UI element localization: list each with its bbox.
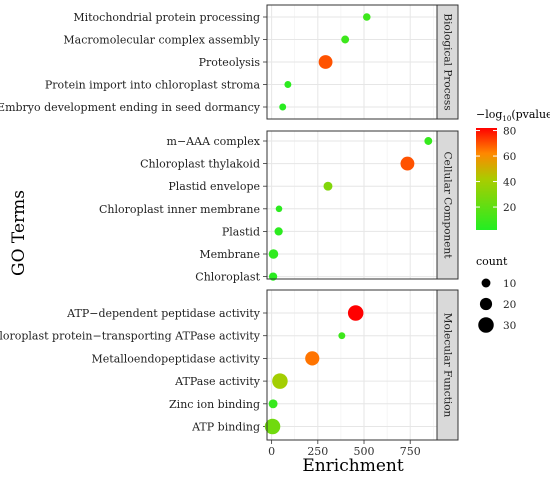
y-tick-label: Macromolecular complex assembly [63,34,260,47]
x-axis-title: Enrichment [302,456,404,476]
y-tick-label: Metalloendopeptidase activity [92,352,261,365]
y-axis-title: GO Terms [9,190,29,276]
color-legend: −log10(pvalue) 20 40 60 80 [476,108,550,230]
y-tick-label: Proteolysis [199,56,261,69]
y-tick-label: m−AAA complex [167,135,261,148]
color-legend-label: 80 [503,126,516,138]
color-legend-label: 40 [503,177,516,189]
color-legend-title-prefix: −log [476,108,502,121]
color-legend-label: 60 [503,151,516,163]
y-tick-label: Chloroplast inner membrane [99,203,260,216]
y-tick-label: ATPase activity [174,375,261,388]
size-legend-dot [481,278,491,288]
x-tick-label: 250 [307,445,328,458]
facet-strip-label: Biological Process [442,13,454,110]
size-legend: count 10 20 30 [476,255,516,333]
facet-panels: Mitochondrial protein processing Macromol… [0,4,459,441]
x-tick-label: 500 [354,445,375,458]
facet-strip-label: Cellular Component [442,151,454,259]
data-point [318,55,333,69]
size-legend-label: 20 [503,299,516,311]
y-tick-label: ATP binding [191,421,260,434]
y-tick-label: Zinc ion binding [169,398,260,411]
y-tick-label: Protein import into chloroplast stroma [45,79,261,92]
facet-panel: ATP−dependent peptidase activity Chloropl… [0,289,459,441]
y-tick-label: Chloroplast thylakoid [140,158,260,171]
data-point [268,399,278,409]
data-point [284,81,292,88]
facet-panel: m−AAA complex Chloroplast thylakoid Plasti… [99,130,459,284]
data-point [264,418,281,435]
facet-strip [436,130,459,280]
facet-strip [436,289,459,441]
x-axis: 0 250 500 750 [268,440,421,458]
data-point [268,249,279,259]
size-legend-dot [479,297,493,311]
data-point [362,13,371,21]
y-tick-label: Plastid [222,225,260,238]
data-point [323,181,333,191]
color-legend-bar [476,128,497,230]
color-legend-label: 20 [503,202,516,214]
y-tick-label: Chloroplast [195,271,260,284]
data-point [272,373,288,389]
panel-background [267,131,437,279]
data-point [305,351,320,366]
y-tick-label: Chloroplast protein−transporting ATPase … [0,330,261,343]
y-tick-label: Mitochondrial protein processing [73,11,260,24]
data-point [274,227,283,236]
size-legend-label: 30 [503,320,516,332]
y-tick-label: Membrane [199,248,260,261]
data-point [275,205,283,213]
data-point [279,103,287,111]
size-legend-items: 10 20 30 [478,278,516,333]
data-point [347,305,364,321]
data-point [424,137,433,145]
y-tick-label: Plastid envelope [168,180,260,193]
data-point [341,35,350,44]
color-legend-title-suffix: (pvalue) [511,108,550,121]
size-legend-label: 10 [503,278,516,290]
data-point [400,156,415,171]
y-tick-label: ATP−dependent peptidase activity [66,307,261,320]
facet-strip [436,4,459,120]
data-point [338,332,346,340]
facet-strip-label: Molecular Function [442,313,454,418]
size-legend-dot [478,317,494,333]
color-legend-title-sub: 10 [502,115,511,123]
size-legend-title: count [476,255,508,268]
y-tick-label: Embryo development ending in seed dorman… [0,101,261,114]
facet-panel: Mitochondrial protein processing Macromol… [0,4,459,120]
x-tick-label: 0 [268,445,275,458]
color-legend-title: −log10(pvalue) [476,108,550,123]
color-legend-ticks: 20 40 60 80 [476,126,516,214]
x-tick-label: 750 [400,445,421,458]
